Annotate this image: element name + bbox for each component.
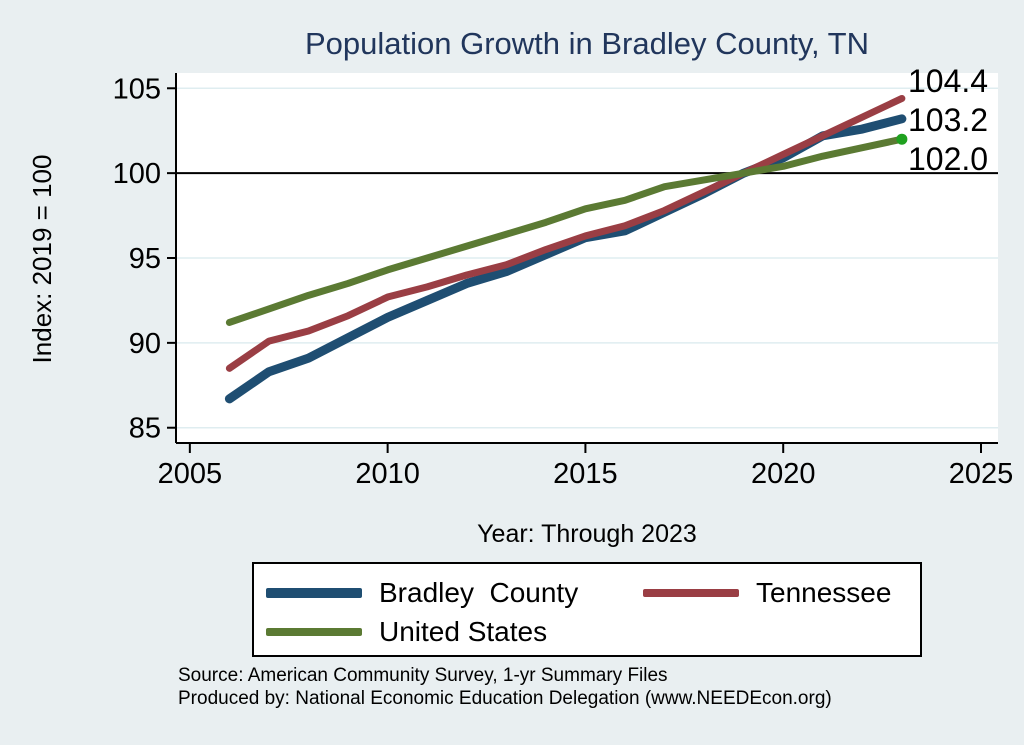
series-group bbox=[224, 94, 908, 404]
end-dot-united-states bbox=[896, 133, 908, 145]
y-tick-label-85: 85 bbox=[129, 413, 161, 445]
gridlines-group bbox=[176, 87, 998, 429]
bradley-county-line-swatch bbox=[266, 587, 362, 598]
line-united-states bbox=[225, 135, 906, 326]
line-tennessee bbox=[225, 94, 906, 372]
chart-title: Population Growth in Bradley County, TN bbox=[304, 26, 870, 61]
legend-item-united-states: United States bbox=[266, 616, 643, 648]
x-tick-label-2015: 2015 bbox=[553, 458, 618, 490]
x-tick-label-2005: 2005 bbox=[158, 458, 223, 490]
y-tick-label-100: 100 bbox=[113, 158, 161, 190]
x-tick-label-2020: 2020 bbox=[751, 458, 816, 490]
produced-by-note: Produced by: National Economic Education… bbox=[178, 687, 832, 709]
legend-row-1: Bradley County Tennessee bbox=[266, 573, 920, 612]
y-tick-label-105: 105 bbox=[113, 73, 161, 105]
end-value-label-103.2: 103.2 bbox=[908, 102, 988, 138]
end-value-label-104.4: 104.4 bbox=[908, 63, 988, 99]
legend-label-united-states: United States bbox=[379, 615, 548, 647]
source-note: Source: American Community Survey, 1-yr … bbox=[178, 665, 668, 686]
ticks-group: 85 90 95 100 105 2005 2010 2015 2020 2025 bbox=[113, 73, 1014, 490]
legend-label-tennessee: Tennessee bbox=[756, 576, 892, 608]
legend-label-bradley-county: Bradley County bbox=[379, 576, 579, 608]
tennessee-line-swatch bbox=[643, 588, 739, 597]
legend-item-tennessee: Tennessee bbox=[643, 577, 891, 609]
x-axis-title: Year: Through 2023 bbox=[477, 520, 697, 548]
legend-row-2: United States bbox=[266, 612, 920, 651]
end-value-label-102.0: 102.0 bbox=[908, 141, 988, 177]
legend-box: Bradley County Tennessee United States bbox=[252, 562, 922, 657]
legend-item-bradley-county: Bradley County bbox=[266, 577, 643, 609]
y-tick-label-95: 95 bbox=[129, 243, 161, 275]
united-states-line-swatch bbox=[266, 627, 362, 636]
x-tick-label-2010: 2010 bbox=[355, 458, 420, 490]
footnotes: Source: American Community Survey, 1-yr … bbox=[178, 665, 832, 710]
y-tick-label-90: 90 bbox=[129, 328, 161, 360]
x-tick-label-2025: 2025 bbox=[949, 458, 1014, 490]
